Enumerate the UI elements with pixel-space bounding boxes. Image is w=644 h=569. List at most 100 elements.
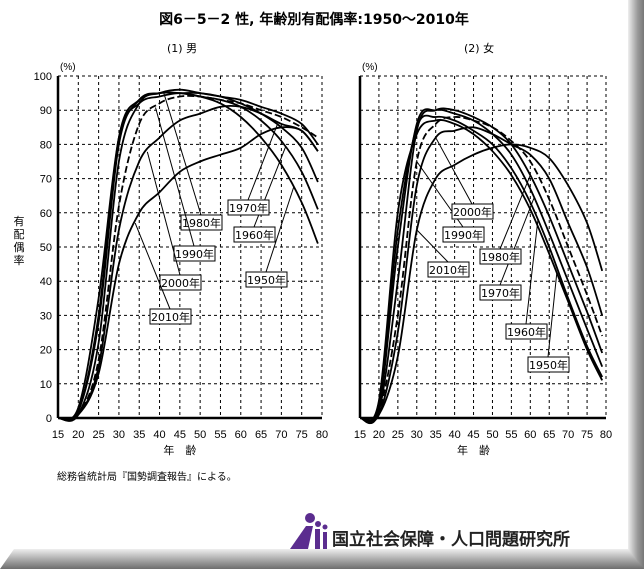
series-label-box xyxy=(479,248,522,265)
series-label-box xyxy=(233,226,276,243)
y-tick-label: 80 xyxy=(40,139,52,151)
y-tick-label: 50 xyxy=(40,242,52,254)
x-tick-label: 40 xyxy=(153,429,165,441)
x-tick-label: 60 xyxy=(235,429,247,441)
x-tick-label: 70 xyxy=(275,429,287,441)
chart-title-male: (1) 男 xyxy=(167,42,198,55)
label-leader-line xyxy=(525,220,539,325)
series-line-2000 xyxy=(359,126,604,423)
x-tick-label: 25 xyxy=(92,429,104,441)
x-tick-label: 50 xyxy=(486,429,498,441)
x-tick-label: 75 xyxy=(296,429,308,441)
y-tick-label: 40 xyxy=(40,276,52,288)
y-tick-label: 60 xyxy=(40,208,52,220)
y-tick-label: 10 xyxy=(40,379,52,391)
series-line-1990 xyxy=(359,116,604,422)
label-leader-line xyxy=(247,124,278,201)
y-unit-label: (%) xyxy=(362,62,378,73)
series-label: 1950年 xyxy=(529,358,568,372)
series-line-1980 xyxy=(57,88,319,422)
chart-male: 15 20 25 30 35 40 45 50 55 60 65 70 75 80 0 10 20 30 40 50 6… xyxy=(34,62,328,457)
chart-title-female: (2) 女 xyxy=(464,42,495,55)
x-tick-label: 65 xyxy=(543,429,555,441)
label-leader-line xyxy=(146,151,181,276)
series-line-1980 xyxy=(359,107,604,424)
series-line-1970 xyxy=(57,91,319,422)
y-tick-label: 90 xyxy=(40,105,52,117)
series-label: 1990年 xyxy=(175,247,214,261)
series-label: 1960年 xyxy=(235,228,274,242)
series-label: 1970年 xyxy=(229,201,268,215)
series-label-box xyxy=(505,323,548,340)
x-tick-label: 55 xyxy=(214,429,226,441)
x-tick-label: 65 xyxy=(255,429,267,441)
x-tick-label: 35 xyxy=(430,429,442,441)
y-tick-label: 70 xyxy=(40,174,52,186)
series-label: 1980年 xyxy=(481,250,520,264)
x-axis-label: 年 齢 xyxy=(163,443,196,457)
series-line-1950 xyxy=(359,119,604,423)
y-tick-label: 20 xyxy=(40,345,52,357)
series-label-box xyxy=(149,308,192,325)
y-tick-label: 30 xyxy=(40,310,52,322)
series-line-2000 xyxy=(57,105,319,421)
series-label: 2000年 xyxy=(453,205,492,219)
series-label: 1980年 xyxy=(182,216,221,230)
series-label-box xyxy=(451,203,494,220)
label-leader-line xyxy=(435,137,473,205)
x-tick-label: 70 xyxy=(562,429,574,441)
figure-title: 図6－5－2 性, 年齢別有配偶率:1950～2010年 xyxy=(159,12,469,28)
series-line-1960 xyxy=(359,114,604,423)
series-line-1990 xyxy=(57,94,319,421)
x-tick-label: 20 xyxy=(72,429,84,441)
series-label-box xyxy=(479,284,522,301)
x-tick-label: 20 xyxy=(373,429,385,441)
institute-logo: 国立社会保障・人口問題研究所 xyxy=(288,512,570,550)
x-tick-label: 30 xyxy=(411,429,423,441)
y-tick-label: 100 xyxy=(34,71,52,83)
series-label-box xyxy=(159,274,202,291)
frame-bevel-right xyxy=(628,0,644,569)
source-note: 総務省統計局『国勢調査報告』による。 xyxy=(57,472,237,483)
y-tick-label: 0 xyxy=(46,413,52,425)
x-tick-label: 30 xyxy=(113,429,125,441)
x-tick-label: 60 xyxy=(524,429,536,441)
logo-text: 国立社会保障・人口問題研究所 xyxy=(332,530,570,550)
x-tick-label: 45 xyxy=(174,429,186,441)
series-line-2010 xyxy=(359,143,604,421)
label-leader-line xyxy=(265,187,295,273)
x-tick-label: 25 xyxy=(392,429,404,441)
series-label: 1960年 xyxy=(507,325,546,339)
series-label-box xyxy=(245,271,288,288)
x-tick-label: 75 xyxy=(581,429,593,441)
series-label: 1990年 xyxy=(444,228,483,242)
label-leader-line xyxy=(547,272,558,358)
series-label: 2010年 xyxy=(151,310,190,324)
frame-bevel-bottom xyxy=(0,549,644,569)
label-leader-line xyxy=(499,197,535,286)
y-unit-label: (%) xyxy=(60,62,76,73)
series-label-box xyxy=(442,226,485,243)
logo-figures-icon xyxy=(290,513,328,549)
series-label-box xyxy=(527,356,570,373)
series-label: 2000年 xyxy=(161,276,200,290)
label-leader-line xyxy=(499,174,531,250)
series-label-box xyxy=(427,261,470,278)
x-axis-label: 年 齢 xyxy=(457,443,490,457)
x-tick-label: 15 xyxy=(52,429,64,441)
label-leader-line xyxy=(134,222,171,310)
label-leader-line xyxy=(416,229,449,263)
label-leader-line xyxy=(154,107,195,247)
x-tick-label: 45 xyxy=(467,429,479,441)
x-tick-label: 50 xyxy=(194,429,206,441)
x-tick-label: 40 xyxy=(448,429,460,441)
chart-female: 15 20 25 30 35 40 45 50 55 60 65 70 75 80 (%) 年 齢 1950年 1… xyxy=(354,62,612,457)
x-tick-label: 15 xyxy=(354,429,366,441)
y-axis-label: 有配偶率 xyxy=(13,215,25,267)
x-tick-label: 35 xyxy=(133,429,145,441)
x-tick-label: 80 xyxy=(600,429,612,441)
x-tick-label: 55 xyxy=(505,429,517,441)
series-label: 1950年 xyxy=(247,273,286,287)
series-label-box xyxy=(180,214,223,231)
